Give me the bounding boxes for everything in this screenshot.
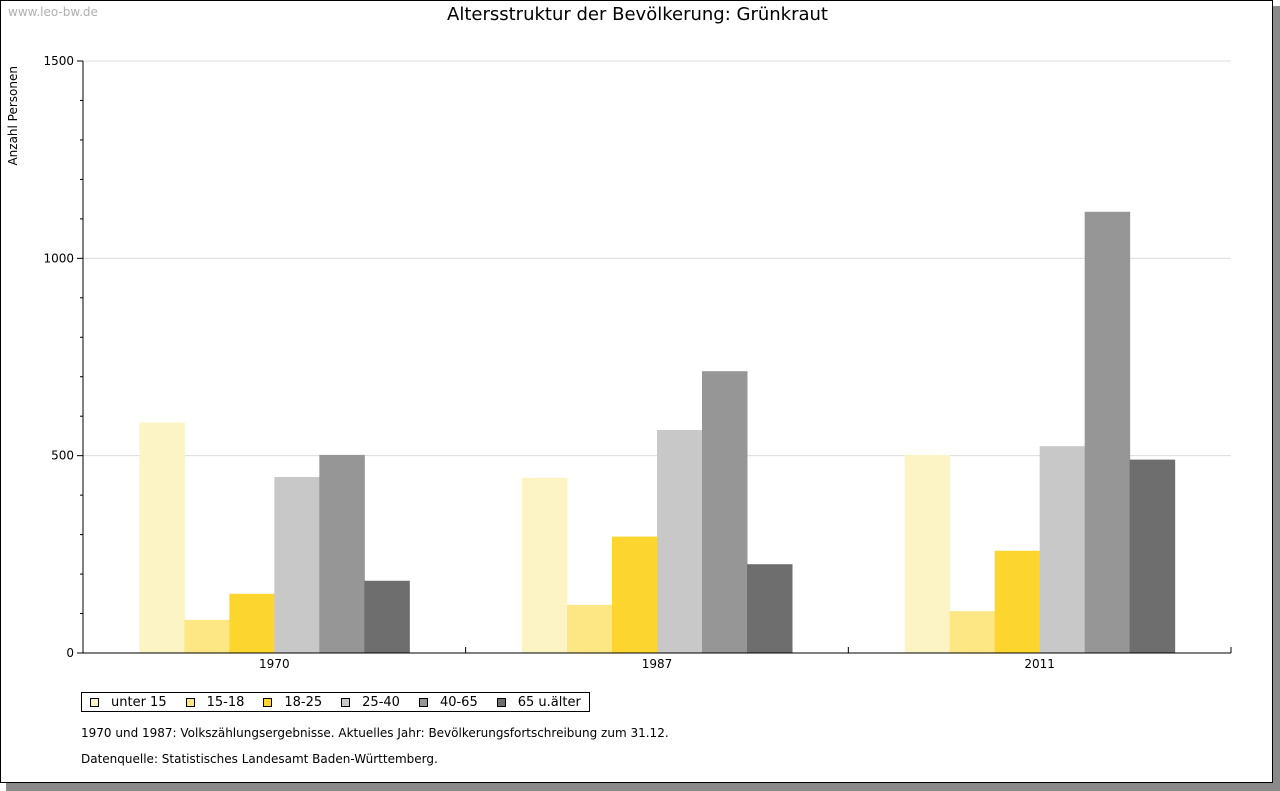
bar-25-40-1987 [657, 430, 703, 653]
legend-item: 18-25 [263, 695, 322, 710]
y-tick-label: 1000 [43, 251, 74, 265]
bar-18-25-1970 [229, 593, 275, 653]
legend-item: 15-18 [185, 694, 245, 710]
bar-15-18-1987 [567, 604, 613, 653]
bar-unter-15-2011 [904, 454, 951, 653]
bar-15-18-2011 [949, 611, 996, 653]
legend-label: 15-18 [206, 694, 245, 710]
note-census: 1970 und 1987: Volkszählungsergebnisse. … [81, 726, 669, 740]
bar-18-25-1987 [612, 536, 658, 653]
y-tick-label: 0 [66, 646, 74, 660]
bar-25-40-2011 [1039, 446, 1086, 653]
chart-title: Altersstruktur der Bevölkerung: Grünkrau… [447, 4, 828, 25]
legend-item: 40-65 [418, 694, 478, 710]
bar-65-u-lter-1987 [747, 564, 793, 653]
bar-15-18-1970 [184, 619, 230, 653]
legend: unter 15 15-18 18-25 25-40 40-65 65 u.älter [81, 692, 590, 712]
bar-18-25-2011 [994, 550, 1041, 653]
x-tick-label: 1987 [642, 657, 673, 671]
y-tick-label: 500 [51, 449, 74, 463]
legend-swatch [185, 697, 195, 707]
legend-swatch [263, 697, 273, 707]
frame-shadow-bottom [6, 783, 1280, 791]
legend-label: 40-65 [439, 694, 478, 710]
bar-65-u-lter-2011 [1129, 459, 1176, 653]
bar-25-40-1970 [274, 476, 320, 653]
legend-swatch [90, 697, 99, 707]
bar-unter-15-1970 [139, 422, 185, 653]
legend-label: 65 u.älter [517, 694, 581, 710]
y-axis-label: Anzahl Personen [6, 66, 20, 166]
x-tick-label: 2011 [1024, 657, 1055, 671]
bar-40-65-1987 [702, 371, 748, 653]
legend-item: unter 15 [90, 695, 167, 710]
bar-unter-15-1987 [522, 477, 568, 653]
legend-item: 25-40 [341, 695, 400, 710]
legend-swatch [496, 697, 506, 707]
bar-40-65-1970 [319, 454, 365, 653]
legend-label: 18-25 [284, 694, 323, 710]
legend-label: unter 15 [111, 694, 167, 710]
legend-swatch [341, 697, 351, 707]
bar-65-u-lter-1970 [364, 580, 410, 653]
bar-40-65-2011 [1084, 211, 1131, 653]
x-tick-label: 1970 [259, 657, 290, 671]
watermark: www.leo-bw.de [8, 5, 98, 19]
legend-label: 25-40 [362, 694, 400, 710]
y-tick-label: 1500 [43, 54, 74, 68]
legend-item: 65 u.älter [496, 694, 581, 710]
frame-shadow-right [1273, 6, 1280, 791]
legend-swatch [418, 697, 428, 707]
note-source: Datenquelle: Statistisches Landesamt Bad… [81, 752, 438, 766]
